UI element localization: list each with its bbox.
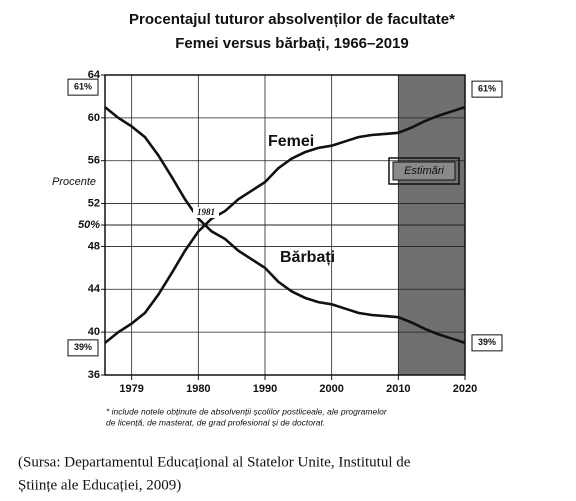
- estimate-box: [388, 157, 460, 185]
- source: Științe ale Educației, 2009): [18, 477, 181, 493]
- value-label: 39%: [478, 337, 496, 347]
- plot-frame: [104, 74, 466, 376]
- value-box: [471, 80, 503, 98]
- y-axis-label: Procente: [52, 176, 96, 188]
- y-tick-label: 44: [88, 283, 101, 295]
- value-label: 61%: [74, 82, 92, 92]
- y-tick-label: 60: [88, 112, 100, 124]
- source: (Sursa: Departamentul Educațional al Sta…: [18, 454, 411, 470]
- value-box: [67, 78, 99, 96]
- series-line: [104, 105, 466, 344]
- series-name: Bărbați: [280, 249, 335, 266]
- y-tick-label: 36: [88, 369, 100, 381]
- y-tick-label: 52: [88, 197, 100, 209]
- chart-title: Procentajul tuturor absolvenților de fac…: [129, 11, 455, 28]
- y-tick-label: 56: [88, 155, 100, 167]
- x-tick-label: 1979: [119, 383, 143, 395]
- x-tick-label: 2010: [386, 383, 410, 395]
- chart-subtitle: Femei versus bărbați, 1966–2019: [175, 35, 408, 52]
- y-tick-label: 50%: [78, 219, 100, 231]
- value-label: 39%: [74, 342, 92, 352]
- x-tick-label: 2020: [453, 383, 477, 395]
- footnote: de licență, de masterat, de grad profesi…: [106, 417, 325, 427]
- value-box: [471, 334, 503, 352]
- annotation: 1981: [197, 207, 215, 217]
- annotation-bg: [193, 207, 219, 218]
- x-tick-label: 1990: [253, 383, 277, 395]
- x-tick-label: 1980: [186, 383, 210, 395]
- footnote: * include notele obținute de absolvenții…: [106, 406, 388, 416]
- series-line: [104, 106, 466, 345]
- estimate-box-inner: [392, 161, 456, 181]
- estimate-label: Estimări: [404, 165, 444, 177]
- y-tick-label: 48: [88, 240, 100, 252]
- y-tick-label: 40: [88, 326, 100, 338]
- x-tick-label: 2000: [319, 383, 343, 395]
- y-tick-label: 64: [88, 69, 101, 81]
- value-box: [67, 339, 99, 357]
- series-name: Femei: [268, 133, 314, 150]
- value-label: 61%: [478, 84, 496, 94]
